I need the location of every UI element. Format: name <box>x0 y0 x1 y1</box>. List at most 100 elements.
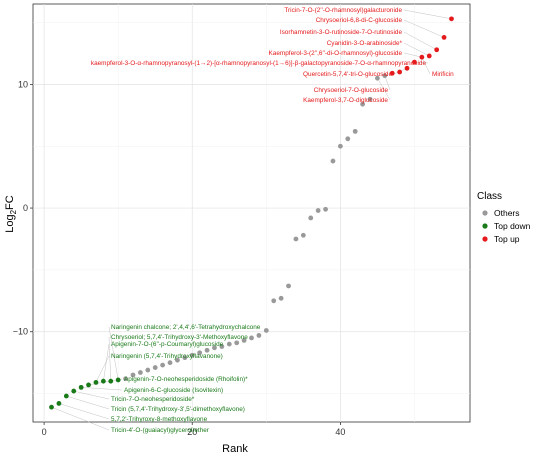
annotation-connector <box>421 57 431 75</box>
data-point <box>212 345 217 351</box>
data-point <box>449 16 454 22</box>
data-point <box>115 377 121 383</box>
data-point <box>197 350 203 356</box>
data-point <box>145 367 151 373</box>
data-point <box>278 295 284 301</box>
data-point <box>315 208 321 213</box>
grid-lines <box>33 4 470 422</box>
annotation-label-up: Cyanidin-3-O-arabinoside* <box>327 40 403 47</box>
y-tick-label: −10 <box>13 327 28 337</box>
data-point <box>367 96 373 102</box>
axis-ticks: 0 20 40 −10 0 10 <box>13 79 346 437</box>
plot-panel <box>32 3 471 423</box>
data-point <box>382 73 388 79</box>
annotation-label-down: Apigenin-7-O-neohesperidoside (Rhoifolin… <box>124 376 248 383</box>
data-point <box>249 335 254 341</box>
data-point <box>293 236 299 242</box>
data-point <box>49 404 54 410</box>
annotation-label-up: Chrysoeriol-7-O-glucoside <box>314 87 389 94</box>
data-point <box>404 65 410 71</box>
data-point <box>360 101 366 107</box>
annotation-connector <box>384 75 391 91</box>
x-tick-label: 40 <box>335 427 345 437</box>
data-point <box>167 360 173 366</box>
data-point <box>130 372 136 378</box>
annotation-label-up: Quercetin-5,7,4'-tri-O-glucoside <box>303 71 392 78</box>
data-points <box>49 16 454 410</box>
y-tick-label: 0 <box>23 203 28 213</box>
data-point <box>441 34 447 40</box>
data-point <box>100 378 106 384</box>
annotation-connector <box>58 403 110 420</box>
annotation-label-down: Apigenin-7-O-(6''-p-Coumaryl)glucoside <box>111 341 224 348</box>
annotation-label-up: Tricin-7-O-(2''-O-rhamnosyl)galacturonid… <box>284 7 402 14</box>
annotation-label-down: 5,7,2'-Trihyroxy-8-methoxyflavone <box>111 416 208 423</box>
data-point <box>71 388 77 394</box>
data-point <box>63 393 69 399</box>
legend-swatch <box>482 223 488 229</box>
annotation-label-down: Apigenin-6-C-glucoside (Isovitexin) <box>124 387 223 394</box>
data-point <box>137 370 143 375</box>
data-point <box>204 347 210 353</box>
annotation-label-up: Kaempferol-3,7-O-diglucoside <box>303 97 388 104</box>
data-point <box>345 136 351 142</box>
annotation-label-up: kaempferol-3-O-α-rhamnopyranosyl-(1→2)-[… <box>91 60 427 67</box>
data-point <box>123 376 128 382</box>
annotation-label-up: Mirificin <box>432 71 454 78</box>
annotation-connector <box>95 355 110 383</box>
annotation-connector <box>403 52 422 58</box>
data-point <box>189 352 195 358</box>
legend: Class Others Top down Top up <box>477 191 531 244</box>
annotation-connector <box>51 406 110 431</box>
data-point <box>226 341 232 347</box>
data-point <box>56 401 62 406</box>
annotation-connector <box>403 19 445 38</box>
legend-label: Others <box>494 208 520 218</box>
y-axis-title: Log2FC <box>4 195 18 233</box>
data-point <box>426 53 432 59</box>
annotations: Tricin-7-O-(2''-O-rhamnosyl)galacturonid… <box>91 7 454 434</box>
annotation-label-up: Isorhamnetin-3-O-rutinoside-7-O-rutinosi… <box>280 29 403 36</box>
annotation-connector <box>108 336 111 382</box>
legend-swatch <box>482 210 488 216</box>
x-tick-label: 20 <box>187 427 197 437</box>
data-point <box>434 47 440 53</box>
data-point <box>389 70 395 76</box>
data-point <box>286 283 291 289</box>
legend-label: Top up <box>494 234 520 244</box>
data-point <box>308 215 314 221</box>
data-point <box>397 69 403 75</box>
data-point <box>78 384 84 390</box>
data-point <box>152 365 158 370</box>
data-point <box>182 355 188 361</box>
annotation-connector <box>403 31 437 50</box>
data-point <box>271 298 277 304</box>
annotation-label-down: Tricin-4'-O-(guaiacyl)glycerol)ether <box>111 427 210 434</box>
y-tick-label: 10 <box>18 79 28 89</box>
annotation-label-down: Tricin-7-O-neohesperidoside* <box>111 396 195 403</box>
x-tick-label: 0 <box>42 427 47 437</box>
annotation-label-up: Kaempferol-3-(2'',6''-di-O-rhamnosyl)-gl… <box>269 50 403 57</box>
data-point <box>352 128 358 134</box>
data-point <box>241 337 247 343</box>
data-point <box>263 328 269 333</box>
annotation-connector <box>377 78 391 101</box>
data-point <box>330 158 336 164</box>
data-point <box>86 382 91 388</box>
data-point <box>337 143 343 149</box>
x-axis-title: Rank <box>222 443 248 455</box>
data-point <box>175 357 180 363</box>
data-point <box>323 206 328 212</box>
data-point <box>160 362 166 368</box>
annotation-connector <box>66 395 110 410</box>
annotation-connector <box>403 42 430 57</box>
annotation-label-down: Chrysoeriol; 5,7,4'-Trihydroxy-3'-Methox… <box>111 334 248 341</box>
data-point <box>234 340 240 346</box>
annotation-label-down: Naringenin (5,7,4'-Trihydroxyflavanone) <box>111 353 223 360</box>
annotation-connector <box>108 326 119 380</box>
data-point <box>419 54 425 60</box>
legend-label: Top down <box>494 221 531 231</box>
annotation-label-down: Naringenin chalcone; 2',4,4',6'-Tetrahyd… <box>111 324 261 331</box>
data-point <box>219 344 225 349</box>
annotation-connector <box>81 387 123 391</box>
